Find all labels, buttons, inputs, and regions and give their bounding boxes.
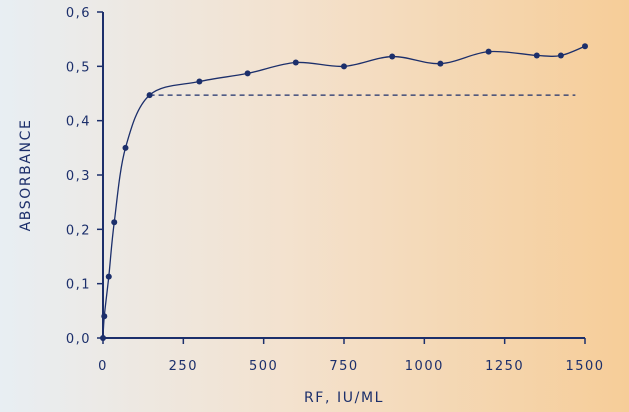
x-tick-label: 500 — [249, 359, 278, 374]
data-point — [244, 70, 251, 77]
y-tick-label: 0,5 — [66, 60, 91, 75]
x-tick-label: 1000 — [405, 359, 444, 374]
series-layer — [100, 43, 588, 341]
y-tick-label: 0,6 — [66, 6, 91, 21]
x-tick-label: 250 — [169, 359, 198, 374]
y-tick-label: 0,0 — [66, 332, 91, 347]
x-axis-title: RF, IU/ML — [304, 390, 384, 406]
data-point — [100, 335, 106, 341]
data-point — [582, 43, 588, 50]
data-point — [146, 92, 153, 99]
y-tick-label: 0,3 — [66, 169, 91, 184]
data-point — [111, 219, 118, 226]
x-tick-label: 1250 — [485, 359, 524, 374]
x-tick-label: 1500 — [565, 359, 604, 374]
y-tick-label: 0,4 — [66, 115, 91, 130]
data-point — [292, 59, 299, 66]
axes — [97, 11, 586, 344]
x-tick-label: 750 — [329, 359, 358, 374]
data-point — [101, 313, 108, 320]
data-point — [485, 48, 492, 55]
data-point — [437, 60, 444, 67]
data-point — [533, 52, 540, 59]
x-tick-label: 0 — [98, 359, 108, 374]
y-tick-label: 0,2 — [66, 223, 91, 238]
data-point — [341, 63, 347, 70]
tick-labels-layer: 0,0 0,1 0,2 0,3 0,4 0,5 0,6 0 250 500 750 1000 1250 1… — [66, 6, 604, 374]
data-point — [105, 273, 112, 280]
data-point — [557, 52, 564, 59]
data-point — [196, 78, 203, 85]
y-tick-label: 0,1 — [66, 278, 91, 293]
y-axis-title: ABSORBANCE — [18, 119, 34, 232]
data-point — [122, 144, 129, 151]
data-point — [389, 53, 396, 60]
series-line — [102, 45, 586, 339]
